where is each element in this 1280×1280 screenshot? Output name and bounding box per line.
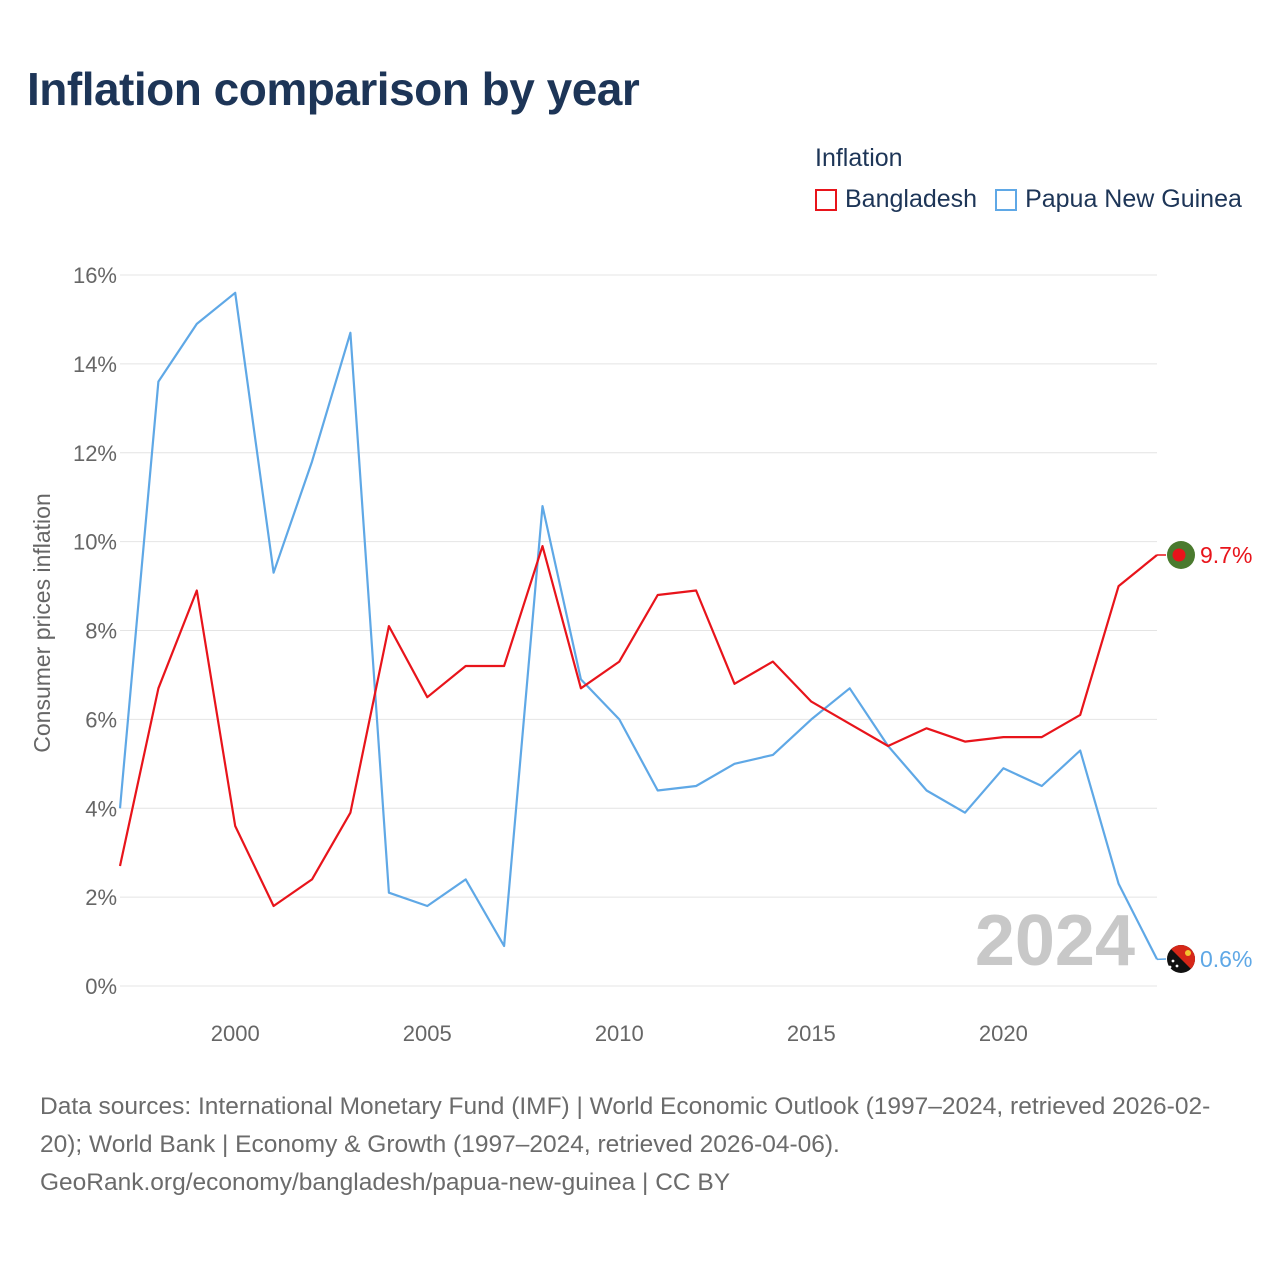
- legend-label-papua-new-guinea: Papua New Guinea: [1025, 185, 1242, 213]
- y-axis-ticks: 0% 2% 4% 6% 8% 10% 12% 14% 16%: [73, 263, 117, 999]
- y-tick-label: 4%: [85, 796, 117, 821]
- legend-title: Inflation: [815, 144, 903, 172]
- y-tick-label: 12%: [73, 441, 117, 466]
- y-tick-label: 2%: [85, 885, 117, 910]
- series-line-papua-new-guinea[interactable]: [118, 291, 1158, 960]
- y-tick-label: 16%: [73, 263, 117, 288]
- y-tick-label: 14%: [73, 352, 117, 377]
- end-value-label-papua-new-guinea: 0.6%: [1200, 946, 1252, 972]
- x-axis-ticks: 2000 2005 2010 2015 2020: [211, 1021, 1028, 1046]
- legend: Bangladesh Papua New Guinea: [815, 185, 1260, 214]
- legend-item-bangladesh[interactable]: Bangladesh: [815, 185, 977, 214]
- x-tick-label: 2005: [403, 1021, 452, 1046]
- data-sources: Data sources: International Monetary Fun…: [40, 1093, 1211, 1158]
- series-end-labels: 0.6% 9.7%: [1156, 542, 1252, 972]
- gridlines: [120, 274, 1157, 987]
- legend-label-bangladesh: Bangladesh: [845, 185, 978, 213]
- x-tick-label: 2000: [211, 1021, 260, 1046]
- y-tick-label: 6%: [85, 707, 117, 732]
- legend-swatch-papua-new-guinea: [995, 188, 1018, 211]
- bangladesh-flag-icon: [1167, 541, 1195, 569]
- x-tick-label: 2015: [787, 1021, 836, 1046]
- line-chart: 0%2%4%6%8%10%12%14%16% 2000 2005 2010 2015 2…: [29, 263, 1252, 1046]
- papua-new-guinea-flag-icon: [1167, 945, 1195, 973]
- y-tick-label: 8%: [85, 619, 117, 644]
- x-tick-label: 2010: [595, 1021, 644, 1046]
- y-tick-label: 0%: [85, 974, 117, 999]
- y-tick-label: 10%: [73, 530, 117, 555]
- end-value-label-bangladesh: 9.7%: [1200, 542, 1252, 568]
- current-year-watermark: 2024: [975, 901, 1135, 981]
- y-axis-label: Consumer prices inflation: [29, 493, 55, 753]
- x-tick-label: 2020: [979, 1021, 1028, 1046]
- legend-item-papua-new-guinea[interactable]: Papua New Guinea: [995, 185, 1242, 214]
- chart-title: Inflation comparison by year: [27, 63, 640, 115]
- series-line-bangladesh[interactable]: [118, 544, 1158, 908]
- footer: Data sources: International Monetary Fun…: [40, 1088, 1250, 1202]
- credit-link[interactable]: GeoRank.org/economy/bangladesh/papua-new…: [40, 1169, 731, 1196]
- series-lines: [118, 291, 1158, 960]
- legend-swatch-bangladesh: [815, 188, 837, 211]
